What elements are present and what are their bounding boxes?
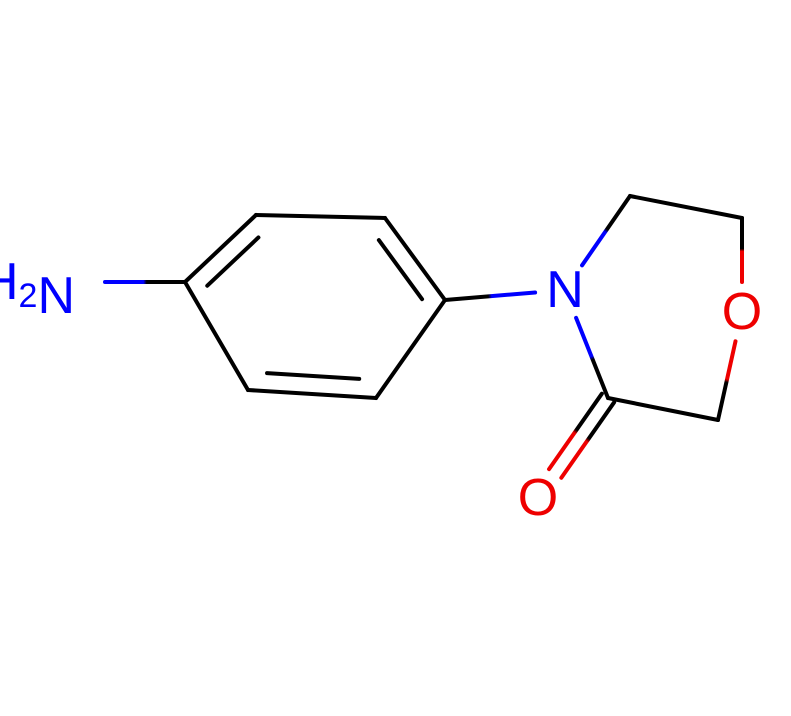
bond (576, 318, 608, 398)
bond (185, 282, 248, 390)
bond (445, 292, 535, 300)
bond (248, 390, 376, 398)
bond (630, 196, 742, 218)
bond (376, 300, 445, 398)
bond (256, 215, 385, 218)
bond (582, 196, 630, 265)
atom-label-O_dbl: O (518, 469, 558, 527)
bond (608, 398, 718, 420)
bond (267, 373, 359, 379)
atom-label-O_ring: O (722, 283, 762, 341)
chemical-structure-diagram: H2NNOO (0, 0, 791, 716)
bond (379, 240, 422, 299)
bond (207, 237, 258, 285)
bond (718, 341, 735, 420)
atom-label-N_morph: N (546, 261, 584, 319)
